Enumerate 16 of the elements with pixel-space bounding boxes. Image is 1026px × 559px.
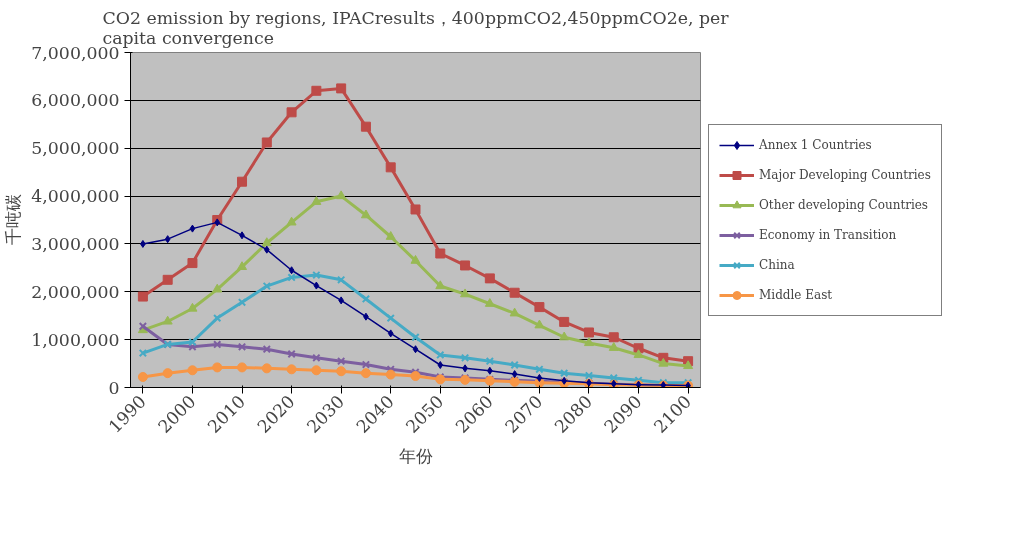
y-tick-label: 4,000,000 [31, 186, 120, 207]
y-tick-label: 5,000,000 [31, 138, 120, 159]
chart-title: CO2 emission by regions, IPACresults，400ppmCO2,450ppmCO2e, per capita convergence [102, 7, 730, 48]
y-tick-label: 3,000,000 [31, 233, 120, 254]
y-tick-label: 2,000,000 [31, 281, 120, 302]
y-axis-title: 千吨碳 [3, 194, 24, 246]
x-axis-title: 年份 [398, 446, 433, 467]
legend-label: China [759, 257, 795, 272]
legend-label: Other developing Countries [759, 197, 929, 212]
y-tick-label: 6,000,000 [31, 90, 120, 111]
legend-label: Major Developing Countries [759, 167, 931, 182]
y-tick-label: 1,000,000 [31, 329, 120, 350]
legend-label: Middle East [759, 287, 833, 302]
y-tick-label: 0 [108, 377, 120, 398]
legend-label: Annex 1 Countries [759, 137, 872, 152]
legend-label: Economy in Transition [759, 227, 897, 242]
